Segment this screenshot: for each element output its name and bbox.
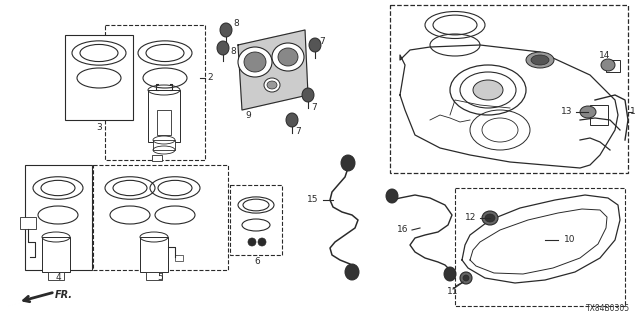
Bar bbox=[105, 25, 205, 160]
Ellipse shape bbox=[444, 267, 456, 281]
Text: 8: 8 bbox=[233, 20, 239, 28]
Text: 1: 1 bbox=[630, 108, 636, 116]
Bar bbox=[157, 110, 171, 135]
Ellipse shape bbox=[278, 48, 298, 66]
Text: 7: 7 bbox=[295, 127, 301, 137]
Ellipse shape bbox=[220, 23, 232, 37]
Ellipse shape bbox=[341, 155, 355, 171]
Bar bbox=[146, 272, 162, 280]
Bar bbox=[390, 5, 628, 173]
Ellipse shape bbox=[473, 80, 503, 100]
Ellipse shape bbox=[386, 189, 398, 203]
Ellipse shape bbox=[485, 214, 495, 222]
Text: 13: 13 bbox=[561, 108, 572, 116]
Text: 5: 5 bbox=[157, 274, 163, 283]
Ellipse shape bbox=[244, 52, 266, 72]
Ellipse shape bbox=[264, 78, 280, 92]
Text: 12: 12 bbox=[465, 213, 476, 222]
Ellipse shape bbox=[463, 275, 469, 281]
Polygon shape bbox=[400, 45, 618, 168]
Text: TX84B0305: TX84B0305 bbox=[586, 304, 630, 313]
Bar bbox=[153, 140, 175, 150]
Bar bbox=[65, 35, 133, 120]
Text: 8: 8 bbox=[230, 47, 236, 57]
Text: 16: 16 bbox=[397, 226, 408, 235]
Text: 10: 10 bbox=[564, 236, 576, 244]
Text: 7: 7 bbox=[311, 103, 317, 113]
Polygon shape bbox=[462, 195, 620, 283]
Bar bbox=[42, 237, 70, 272]
Ellipse shape bbox=[258, 238, 266, 246]
Text: 11: 11 bbox=[447, 286, 458, 295]
Bar bbox=[140, 237, 168, 272]
Bar bbox=[230, 185, 282, 255]
Ellipse shape bbox=[248, 238, 256, 246]
Bar bbox=[606, 60, 620, 72]
Ellipse shape bbox=[272, 43, 304, 71]
Text: 4: 4 bbox=[55, 274, 61, 283]
Text: 9: 9 bbox=[245, 110, 251, 119]
Bar bbox=[25, 165, 92, 270]
Ellipse shape bbox=[267, 81, 277, 89]
Bar bbox=[20, 217, 36, 229]
Ellipse shape bbox=[460, 272, 472, 284]
Ellipse shape bbox=[601, 59, 615, 71]
Ellipse shape bbox=[482, 211, 498, 225]
Text: 6: 6 bbox=[254, 258, 260, 267]
Bar bbox=[93, 165, 228, 270]
Text: 14: 14 bbox=[599, 51, 611, 60]
Ellipse shape bbox=[526, 52, 554, 68]
Bar bbox=[455, 188, 625, 306]
Text: 2: 2 bbox=[207, 74, 213, 83]
Text: 15: 15 bbox=[307, 196, 318, 204]
Polygon shape bbox=[238, 30, 308, 110]
Bar bbox=[48, 272, 64, 280]
Bar bbox=[590, 105, 608, 125]
Ellipse shape bbox=[302, 88, 314, 102]
Text: FR.: FR. bbox=[55, 290, 73, 300]
Bar bbox=[148, 90, 180, 142]
Ellipse shape bbox=[345, 264, 359, 280]
Ellipse shape bbox=[286, 113, 298, 127]
Ellipse shape bbox=[238, 47, 272, 77]
Ellipse shape bbox=[309, 38, 321, 52]
Bar bbox=[152, 155, 162, 161]
Ellipse shape bbox=[217, 41, 229, 55]
Ellipse shape bbox=[531, 55, 549, 65]
Ellipse shape bbox=[580, 106, 596, 118]
Bar bbox=[175, 255, 183, 261]
Text: 7: 7 bbox=[319, 37, 325, 46]
Text: 3: 3 bbox=[96, 123, 102, 132]
